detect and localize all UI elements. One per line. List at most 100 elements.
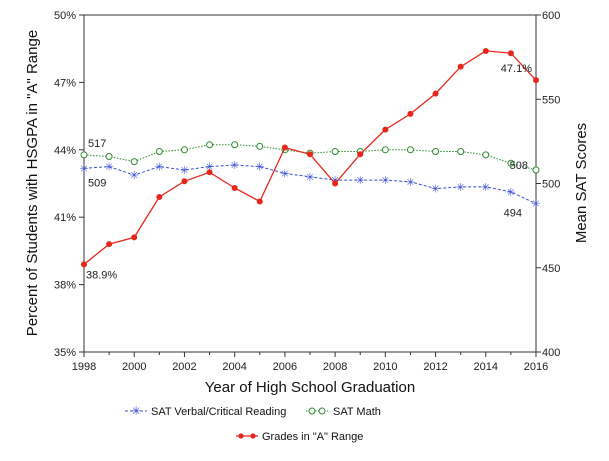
data-point-grades-in-a-range — [256, 198, 263, 205]
data-point-sat-verbal-critical-reading: ✳ — [305, 172, 314, 184]
x-tick-label: 2012 — [423, 361, 447, 373]
data-point-grades-in-a-range — [332, 180, 339, 187]
data-point-sat-verbal-critical-reading: ✳ — [230, 160, 239, 172]
series-sat-verbal-critical-reading: ✳✳✳✳✳✳✳✳✳✳✳✳✳✳✳✳✳✳✳ — [79, 160, 540, 211]
data-labels: 38.9% 47.1% 517 509 508 494 — [86, 63, 532, 281]
data-point-grades-in-a-range — [181, 178, 188, 185]
data-point-sat-verbal-critical-reading: ✳ — [280, 168, 289, 180]
data-point-sat-verbal-critical-reading: ✳ — [79, 163, 88, 175]
legend-label-grades: Grades in "A" Range — [262, 431, 363, 443]
data-point-grades-in-a-range — [307, 151, 313, 158]
data-point-grades-in-a-range — [382, 126, 389, 133]
data-point-sat-math — [256, 142, 264, 150]
data-point-sat-verbal-critical-reading: ✳ — [155, 162, 164, 174]
data-point-sat-verbal-critical-reading: ✳ — [255, 162, 264, 174]
data-point-grades-in-a-range — [231, 184, 238, 191]
legend-star-marker-icon: ✳ — [131, 404, 141, 418]
x-tick-label: 1998 — [72, 361, 96, 373]
data-point-sat-verbal-critical-reading: ✳ — [506, 187, 515, 199]
left-y-tick-label: 35% — [54, 347, 76, 359]
legend-entry-grades: Grades in "A" Range — [236, 431, 363, 443]
x-tick-label: 2006 — [273, 361, 297, 373]
data-point-grades-in-a-range — [357, 151, 364, 158]
data-point-sat-math — [155, 147, 163, 155]
right-y-tick-label: 400 — [542, 347, 560, 359]
left-y-tick-label: 41% — [54, 212, 76, 224]
series-layer: ✳✳✳✳✳✳✳✳✳✳✳✳✳✳✳✳✳✳✳ — [79, 47, 541, 268]
data-point-sat-verbal-critical-reading: ✳ — [105, 162, 114, 174]
series-line-sat-verbal-critical-reading — [83, 164, 537, 205]
data-point-grades-in-a-range — [81, 261, 87, 268]
data-point-sat-math — [80, 151, 88, 159]
data-point-sat-verbal-critical-reading: ✳ — [481, 182, 490, 194]
data-point-sat-verbal-critical-reading: ✳ — [180, 165, 189, 177]
legend-filled-circle-marker-icon — [250, 433, 256, 439]
right-y-axis-ticks: 400 450 500 550 600 — [536, 10, 560, 359]
data-point-sat-verbal-critical-reading: ✳ — [406, 177, 415, 189]
data-point-grades-in-a-range — [407, 110, 414, 117]
data-point-sat-math — [406, 146, 414, 154]
legend-label-sat-verbal: SAT Verbal/Critical Reading — [151, 406, 286, 418]
data-point-sat-math — [532, 166, 540, 174]
left-y-axis-title: Percent of Students with HSGPA in "A" Ra… — [24, 30, 41, 336]
data-point-grades-in-a-range — [106, 241, 113, 248]
right-y-axis-title: Mean SAT Scores — [573, 123, 590, 243]
legend-filled-circle-marker-icon — [238, 433, 244, 439]
data-point-sat-verbal-critical-reading: ✳ — [531, 199, 540, 211]
data-point-sat-math — [130, 158, 138, 166]
right-y-tick-label: 450 — [542, 263, 560, 275]
data-point-grades-in-a-range — [156, 193, 163, 200]
right-y-tick-label: 500 — [542, 179, 560, 191]
data-label: 509 — [88, 177, 106, 189]
data-point-sat-verbal-critical-reading: ✳ — [381, 175, 390, 187]
left-y-tick-label: 44% — [54, 145, 76, 157]
x-axis-title: Year of High School Graduation — [205, 379, 415, 396]
legend-label-sat-math: SAT Math — [333, 406, 381, 418]
left-y-tick-label: 38% — [54, 280, 76, 292]
x-axis-ticks: 1998 2000 2002 2004 2006 2008 2010 2012 2014 2016 — [72, 352, 548, 373]
data-point-sat-verbal-critical-reading: ✳ — [431, 184, 440, 196]
series-grades-in-a-range — [81, 47, 539, 268]
data-point-grades-in-a-range — [432, 90, 439, 97]
x-tick-label: 2000 — [122, 361, 146, 373]
data-point-grades-in-a-range — [281, 144, 288, 151]
x-tick-label: 2002 — [172, 361, 196, 373]
data-point-sat-verbal-critical-reading: ✳ — [456, 182, 465, 194]
right-y-tick-label: 550 — [542, 94, 560, 106]
data-point-grades-in-a-range — [457, 63, 464, 70]
left-y-tick-label: 50% — [54, 10, 76, 22]
series-sat-math — [80, 141, 540, 174]
data-point-sat-math — [432, 147, 440, 155]
data-point-sat-math — [231, 141, 239, 149]
data-point-sat-math — [105, 153, 113, 161]
data-point-grades-in-a-range — [131, 234, 138, 241]
data-point-sat-math — [331, 147, 339, 155]
data-point-sat-math — [206, 141, 214, 149]
x-tick-label: 2008 — [323, 361, 347, 373]
right-y-tick-label: 600 — [542, 10, 560, 22]
left-y-axis-ticks: 35% 38% 41% 44% 47% 50% — [54, 10, 84, 359]
data-label: 494 — [504, 208, 522, 220]
data-label: 517 — [88, 138, 106, 150]
data-point-grades-in-a-range — [206, 169, 213, 176]
data-label: 38.9% — [86, 269, 117, 281]
legend-open-circle-marker-icon — [318, 407, 326, 415]
x-tick-label: 2014 — [474, 361, 498, 373]
data-label: 47.1% — [501, 63, 532, 75]
data-point-grades-in-a-range — [533, 77, 539, 84]
x-tick-label: 2016 — [524, 361, 548, 373]
legend-entry-sat-verbal: ✳ SAT Verbal/Critical Reading — [125, 404, 286, 418]
data-label: 508 — [510, 160, 528, 172]
data-point-grades-in-a-range — [482, 47, 489, 54]
data-point-grades-in-a-range — [507, 50, 514, 57]
data-point-sat-verbal-critical-reading: ✳ — [130, 170, 139, 182]
series-line-grades-in-a-range — [83, 50, 537, 265]
data-point-sat-verbal-critical-reading: ✳ — [356, 175, 365, 187]
left-y-tick-label: 47% — [54, 77, 76, 89]
data-point-sat-verbal-critical-reading: ✳ — [205, 162, 214, 174]
legend-entry-sat-math: SAT Math — [306, 406, 381, 418]
data-point-sat-math — [381, 146, 389, 154]
data-point-sat-math — [457, 147, 465, 155]
data-point-sat-math — [482, 151, 490, 159]
